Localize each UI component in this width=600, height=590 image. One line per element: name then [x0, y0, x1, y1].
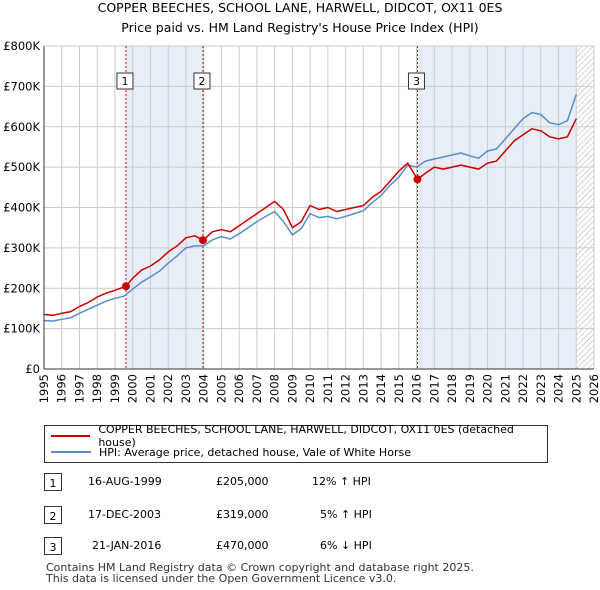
x-tick-label: 2006	[232, 374, 246, 403]
x-tick-label: 2024	[552, 374, 566, 403]
y-tick-label: £700K	[3, 79, 40, 93]
sale-date: 17-DEC-2003	[88, 508, 162, 521]
x-tick-label: 2001	[143, 374, 157, 403]
legend-swatch-price	[51, 435, 91, 437]
x-tick-label: 1997	[72, 374, 86, 403]
y-tick-label: £300K	[3, 241, 40, 255]
x-tick-label: 2012	[339, 374, 353, 403]
y-tick-label: £800K	[3, 39, 40, 53]
x-tick-label: 2016	[410, 374, 424, 403]
x-tick-label: 1998	[90, 374, 104, 403]
y-tick-label: £0	[25, 362, 40, 376]
y-tick-label: £100K	[3, 322, 40, 336]
x-tick-label: 2019	[463, 374, 477, 403]
x-tick-label: 2022	[516, 374, 530, 403]
legend-item-price: COPPER BEECHES, SCHOOL LANE, HARWELL, DI…	[51, 423, 547, 449]
sale-badge: 1	[44, 473, 62, 491]
y-tick-label: £500K	[3, 160, 40, 174]
x-tick-label: 2025	[569, 374, 583, 403]
sale-date: 21-JAN-2016	[92, 539, 162, 552]
x-tick-label: 2023	[534, 374, 548, 403]
x-tick-label: 2000	[126, 374, 140, 403]
hpi-line	[43, 94, 578, 322]
x-tick-label: 1995	[37, 374, 51, 403]
sale-badge: 3	[44, 537, 62, 555]
legend-item-hpi: HPI: Average price, detached house, Vale…	[51, 444, 411, 460]
legend-swatch-hpi	[51, 451, 91, 453]
x-tick-label: 2009	[285, 374, 299, 403]
x-tick-label: 1996	[55, 374, 69, 403]
footer-copyright: Contains HM Land Registry data © Crown c…	[46, 561, 474, 574]
sale-price: £319,000	[216, 508, 269, 521]
sale-marker-box	[407, 72, 425, 90]
sale-price: £470,000	[216, 539, 269, 552]
x-tick-label: 2010	[303, 374, 317, 403]
sale-point	[413, 175, 422, 184]
x-tick-label: 2014	[374, 374, 388, 403]
sale-hpi-diff: 6% ↓ HPI	[320, 539, 372, 552]
sale-marker-label: 1	[121, 75, 128, 88]
x-tick-label: 2026	[587, 374, 600, 403]
sale-marker-label: 3	[413, 75, 420, 88]
sale-point	[198, 236, 207, 245]
sale-price: £205,000	[216, 475, 269, 488]
x-tick-label: 2007	[250, 374, 264, 403]
sale-marker-box	[193, 72, 211, 90]
sale-marker-box	[116, 72, 134, 90]
x-tick-label: 2005	[214, 374, 228, 403]
x-tick-label: 2015	[392, 374, 406, 403]
x-tick-label: 2018	[445, 374, 459, 403]
price-chart: 1 2 3 £0 £100K £200K £300K £400K £500K £600K £700…	[3, 39, 600, 403]
sale-marker-label: 2	[198, 75, 205, 88]
x-tick-label: 2011	[321, 374, 335, 403]
x-tick-label: 2008	[268, 374, 282, 403]
legend-label-hpi: HPI: Average price, detached house, Vale…	[99, 445, 411, 459]
chart-legend: COPPER BEECHES, SCHOOL LANE, HARWELL, DI…	[44, 423, 548, 463]
price-paid-line	[43, 118, 577, 317]
x-tick-label: 2002	[161, 374, 175, 403]
chart-title-line1: COPPER BEECHES, SCHOOL LANE, HARWELL, DI…	[97, 0, 503, 15]
x-tick-label: 2003	[179, 374, 193, 403]
footer-licence: This data is licensed under the Open Gov…	[46, 572, 397, 585]
y-tick-label: £600K	[3, 120, 40, 134]
x-tick-label: 2021	[498, 374, 512, 403]
x-tick-label: 2013	[356, 374, 370, 403]
y-tick-label: £400K	[3, 201, 40, 215]
sale-hpi-diff: 12% ↑ HPI	[312, 475, 371, 488]
legend-label-price: COPPER BEECHES, SCHOOL LANE, HARWELL, DI…	[98, 423, 514, 449]
y-tick-label: £200K	[3, 281, 40, 295]
x-tick-label: 1999	[108, 374, 122, 403]
x-tick-label: 2020	[481, 374, 495, 403]
chart-title-line2: Price paid vs. HM Land Registry's House …	[121, 20, 479, 35]
sale-point	[121, 282, 130, 291]
x-tick-label: 2017	[427, 374, 441, 403]
sale-badge: 2	[44, 506, 62, 524]
sale-date: 16-AUG-1999	[88, 475, 162, 488]
x-tick-label: 2004	[197, 374, 211, 403]
sale-hpi-diff: 5% ↑ HPI	[320, 508, 372, 521]
